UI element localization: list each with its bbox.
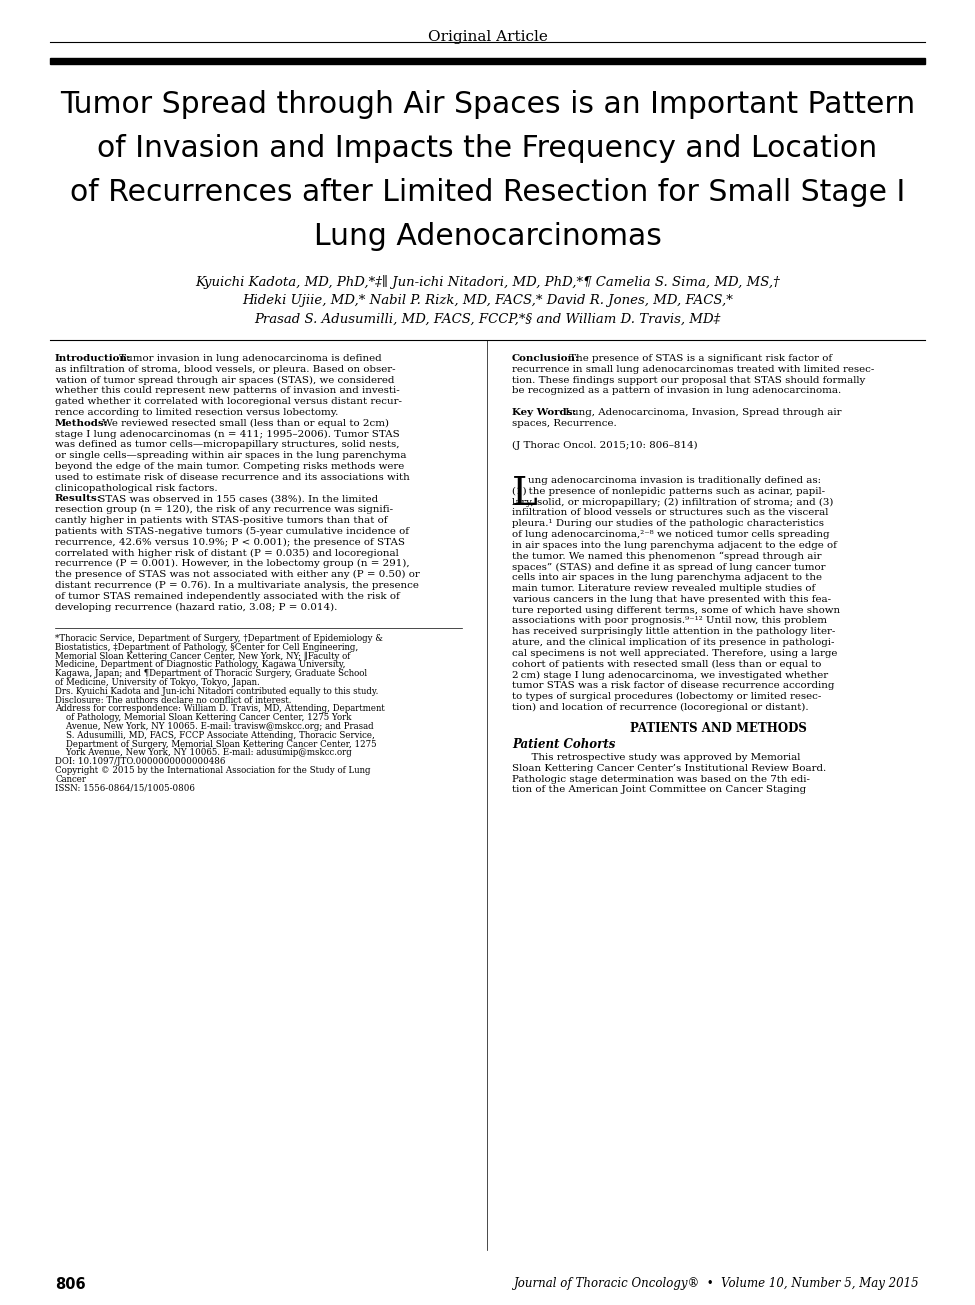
Text: Original Article: Original Article	[428, 30, 547, 44]
Text: of lung adenocarcinoma,²⁻⁸ we noticed tumor cells spreading: of lung adenocarcinoma,²⁻⁸ we noticed tu…	[512, 530, 830, 539]
Text: York Avenue, New York, NY 10065. E-mail: adusumip@mskcc.org: York Avenue, New York, NY 10065. E-mail:…	[55, 748, 352, 757]
Text: developing recurrence (hazard ratio, 3.08; P = 0.014).: developing recurrence (hazard ratio, 3.0…	[55, 603, 337, 612]
Text: Journal of Thoracic Oncology®  •  Volume 10, Number 5, May 2015: Journal of Thoracic Oncology® • Volume 1…	[515, 1278, 920, 1291]
Text: stage I lung adenocarcinomas (n = 411; 1995–2006). Tumor STAS: stage I lung adenocarcinomas (n = 411; 1…	[55, 429, 400, 438]
Text: recurrence (P = 0.001). However, in the lobectomy group (n = 291),: recurrence (P = 0.001). However, in the …	[55, 560, 410, 568]
Text: Key Words:: Key Words:	[512, 408, 576, 418]
Text: beyond the edge of the main tumor. Competing risks methods were: beyond the edge of the main tumor. Compe…	[55, 462, 405, 471]
Text: We reviewed resected small (less than or equal to 2cm): We reviewed resected small (less than or…	[99, 419, 389, 428]
Text: Avenue, New York, NY 10065. E-mail: travisw@mskcc.org; and Prasad: Avenue, New York, NY 10065. E-mail: trav…	[55, 722, 373, 731]
Text: clinicopathological risk factors.: clinicopathological risk factors.	[55, 484, 217, 492]
Text: Pathologic stage determination was based on the 7th edi-: Pathologic stage determination was based…	[512, 775, 810, 783]
Text: tion) and location of recurrence (locoregional or distant).: tion) and location of recurrence (locore…	[512, 703, 808, 713]
Text: Address for correspondence: William D. Travis, MD, Attending, Department: Address for correspondence: William D. T…	[55, 705, 385, 714]
Text: tion. These findings support our proposal that STAS should formally: tion. These findings support our proposa…	[512, 376, 865, 385]
Text: tumor STAS was a risk factor of disease recurrence according: tumor STAS was a risk factor of disease …	[512, 681, 835, 690]
Text: Cancer: Cancer	[55, 775, 86, 784]
Text: spaces” (STAS) and define it as spread of lung cancer tumor: spaces” (STAS) and define it as spread o…	[512, 562, 826, 572]
Text: Department of Surgery, Memorial Sloan Kettering Cancer Center, 1275: Department of Surgery, Memorial Sloan Ke…	[55, 740, 376, 749]
Text: the presence of STAS was not associated with either any (P = 0.50) or: the presence of STAS was not associated …	[55, 570, 420, 579]
Text: cells into air spaces in the lung parenchyma adjacent to the: cells into air spaces in the lung parenc…	[512, 573, 822, 582]
Text: resection group (n = 120), the risk of any recurrence was signifi-: resection group (n = 120), the risk of a…	[55, 505, 393, 514]
Text: distant recurrence (P = 0.76). In a multivariate analysis, the presence: distant recurrence (P = 0.76). In a mult…	[55, 581, 419, 590]
Text: gated whether it correlated with locoregional versus distant recur-: gated whether it correlated with locoreg…	[55, 397, 402, 406]
Text: ature, and the clinical implication of its presence in pathologi-: ature, and the clinical implication of i…	[512, 638, 835, 647]
Text: or single cells—spreading within air spaces in the lung parenchyma: or single cells—spreading within air spa…	[55, 452, 407, 461]
Text: DOI: 10.1097/JTO.0000000000000486: DOI: 10.1097/JTO.0000000000000486	[55, 757, 225, 766]
Text: (J Thorac Oncol. 2015;10: 806–814): (J Thorac Oncol. 2015;10: 806–814)	[512, 440, 698, 449]
Text: Kagawa, Japan; and ¶Department of Thoracic Surgery, Graduate School: Kagawa, Japan; and ¶Department of Thorac…	[55, 669, 368, 679]
Text: in air spaces into the lung parenchyma adjacent to the edge of: in air spaces into the lung parenchyma a…	[512, 540, 837, 549]
Text: 806: 806	[55, 1278, 86, 1292]
Text: of Invasion and Impacts the Frequency and Location: of Invasion and Impacts the Frequency an…	[98, 134, 878, 163]
Bar	[50, 57, 925, 64]
Text: of tumor STAS remained independently associated with the risk of: of tumor STAS remained independently ass…	[55, 591, 400, 600]
Text: Biostatistics, ‡Department of Pathology, §Center for Cell Engineering,: Biostatistics, ‡Department of Pathology,…	[55, 643, 358, 651]
Text: of Recurrences after Limited Resection for Small Stage I: of Recurrences after Limited Resection f…	[70, 177, 905, 207]
Text: rence according to limited resection versus lobectomy.: rence according to limited resection ver…	[55, 408, 338, 418]
Text: (1) the presence of nonlepidic patterns such as acinar, papil-: (1) the presence of nonlepidic patterns …	[512, 487, 825, 496]
Text: cantly higher in patients with STAS-positive tumors than that of: cantly higher in patients with STAS-posi…	[55, 515, 387, 525]
Text: Introduction:: Introduction:	[55, 354, 132, 363]
Text: Hideki Ujiie, MD,* Nabil P. Rizk, MD, FACS,* David R. Jones, MD, FACS,*: Hideki Ujiie, MD,* Nabil P. Rizk, MD, FA…	[242, 294, 733, 307]
Text: The presence of STAS is a significant risk factor of: The presence of STAS is a significant ri…	[566, 354, 832, 363]
Text: has received surprisingly little attention in the pathology liter-: has received surprisingly little attenti…	[512, 628, 836, 637]
Text: recurrence in small lung adenocarcinomas treated with limited resec-: recurrence in small lung adenocarcinomas…	[512, 365, 875, 373]
Text: This retrospective study was approved by Memorial: This retrospective study was approved by…	[512, 753, 800, 762]
Text: whether this could represent new patterns of invasion and investi-: whether this could represent new pattern…	[55, 386, 400, 395]
Text: was defined as tumor cells—micropapillary structures, solid nests,: was defined as tumor cells—micropapillar…	[55, 440, 400, 449]
Text: tion of the American Joint Committee on Cancer Staging: tion of the American Joint Committee on …	[512, 786, 806, 795]
Text: the tumor. We named this phenomenon “spread through air: the tumor. We named this phenomenon “spr…	[512, 552, 822, 561]
Text: Copyright © 2015 by the International Association for the Study of Lung: Copyright © 2015 by the International As…	[55, 766, 371, 775]
Text: Methods:: Methods:	[55, 419, 108, 428]
Text: ung adenocarcinoma invasion is traditionally defined as:: ung adenocarcinoma invasion is tradition…	[528, 476, 821, 485]
Text: Tumor invasion in lung adenocarcinoma is defined: Tumor invasion in lung adenocarcinoma is…	[116, 354, 381, 363]
Text: be recognized as a pattern of invasion in lung adenocarcinoma.: be recognized as a pattern of invasion i…	[512, 386, 841, 395]
Text: recurrence, 42.6% versus 10.9%; P < 0.001); the presence of STAS: recurrence, 42.6% versus 10.9%; P < 0.00…	[55, 538, 405, 547]
Text: L: L	[512, 476, 538, 513]
Text: patients with STAS-negative tumors (5-year cumulative incidence of: patients with STAS-negative tumors (5-ye…	[55, 527, 409, 536]
Text: pleura.¹ During our studies of the pathologic characteristics: pleura.¹ During our studies of the patho…	[512, 519, 824, 529]
Text: to types of surgical procedures (lobectomy or limited resec-: to types of surgical procedures (lobecto…	[512, 692, 821, 701]
Text: 2 cm) stage I lung adenocarcinoma, we investigated whether: 2 cm) stage I lung adenocarcinoma, we in…	[512, 671, 828, 680]
Text: infiltration of blood vessels or structures such as the visceral: infiltration of blood vessels or structu…	[512, 509, 829, 517]
Text: PATIENTS AND METHODS: PATIENTS AND METHODS	[630, 722, 807, 735]
Text: STAS was observed in 155 cases (38%). In the limited: STAS was observed in 155 cases (38%). In…	[95, 495, 378, 504]
Text: as infiltration of stroma, blood vessels, or pleura. Based on obser-: as infiltration of stroma, blood vessels…	[55, 365, 396, 373]
Text: of Pathology, Memorial Sloan Kettering Cancer Center, 1275 York: of Pathology, Memorial Sloan Kettering C…	[55, 714, 352, 722]
Text: Prasad S. Adusumilli, MD, FACS, FCCP,*§ and William D. Travis, MD‡: Prasad S. Adusumilli, MD, FACS, FCCP,*§ …	[254, 313, 721, 326]
Text: Lung Adenocarcinomas: Lung Adenocarcinomas	[314, 222, 661, 251]
Text: Medicine, Department of Diagnostic Pathology, Kagawa University,: Medicine, Department of Diagnostic Patho…	[55, 660, 345, 669]
Text: Sloan Kettering Cancer Center’s Institutional Review Board.: Sloan Kettering Cancer Center’s Institut…	[512, 763, 826, 773]
Text: Tumor Spread through Air Spaces is an Important Pattern: Tumor Spread through Air Spaces is an Im…	[59, 90, 916, 119]
Text: Results:: Results:	[55, 495, 101, 504]
Text: vation of tumor spread through air spaces (STAS), we considered: vation of tumor spread through air space…	[55, 376, 394, 385]
Text: of Medicine, University of Tokyo, Tokyo, Japan.: of Medicine, University of Tokyo, Tokyo,…	[55, 679, 259, 686]
Text: Memorial Sloan Kettering Cancer Center, New York, NY; ∥Faculty of: Memorial Sloan Kettering Cancer Center, …	[55, 651, 350, 660]
Text: ture reported using different terms, some of which have shown: ture reported using different terms, som…	[512, 606, 840, 615]
Text: Conclusion:: Conclusion:	[512, 354, 580, 363]
Text: associations with poor prognosis.⁹⁻¹² Until now, this problem: associations with poor prognosis.⁹⁻¹² Un…	[512, 616, 827, 625]
Text: *Thoracic Service, Department of Surgery, †Department of Epidemiology &: *Thoracic Service, Department of Surgery…	[55, 634, 383, 643]
Text: used to estimate risk of disease recurrence and its associations with: used to estimate risk of disease recurre…	[55, 472, 410, 482]
Text: S. Adusumilli, MD, FACS, FCCP Associate Attending, Thoracic Service,: S. Adusumilli, MD, FACS, FCCP Associate …	[55, 731, 374, 740]
Text: main tumor. Literature review revealed multiple studies of: main tumor. Literature review revealed m…	[512, 585, 815, 592]
Text: Drs. Kyuichi Kadota and Jun-ichi Nitadori contributed equally to this study.: Drs. Kyuichi Kadota and Jun-ichi Nitador…	[55, 686, 378, 696]
Text: various cancers in the lung that have presented with this fea-: various cancers in the lung that have pr…	[512, 595, 831, 604]
Text: lary, solid, or micropapillary; (2) infiltration of stroma; and (3): lary, solid, or micropapillary; (2) infi…	[512, 497, 834, 506]
Text: cal specimens is not well appreciated. Therefore, using a large: cal specimens is not well appreciated. T…	[512, 649, 838, 658]
Text: Disclosure: The authors declare no conflict of interest.: Disclosure: The authors declare no confl…	[55, 696, 292, 705]
Text: cohort of patients with resected small (less than or equal to: cohort of patients with resected small (…	[512, 659, 821, 668]
Text: correlated with higher risk of distant (P = 0.035) and locoregional: correlated with higher risk of distant (…	[55, 548, 399, 557]
Text: spaces, Recurrence.: spaces, Recurrence.	[512, 419, 617, 428]
Text: Patient Cohorts: Patient Cohorts	[512, 739, 615, 750]
Text: Lung, Adenocarcinoma, Invasion, Spread through air: Lung, Adenocarcinoma, Invasion, Spread t…	[562, 408, 841, 418]
Text: ISSN: 1556-0864/15/1005-0806: ISSN: 1556-0864/15/1005-0806	[55, 783, 195, 792]
Text: Kyuichi Kadota, MD, PhD,*‡∥ Jun-ichi Nitadori, MD, PhD,*¶ Camelia S. Sima, MD, M: Kyuichi Kadota, MD, PhD,*‡∥ Jun-ichi Nit…	[195, 275, 780, 288]
